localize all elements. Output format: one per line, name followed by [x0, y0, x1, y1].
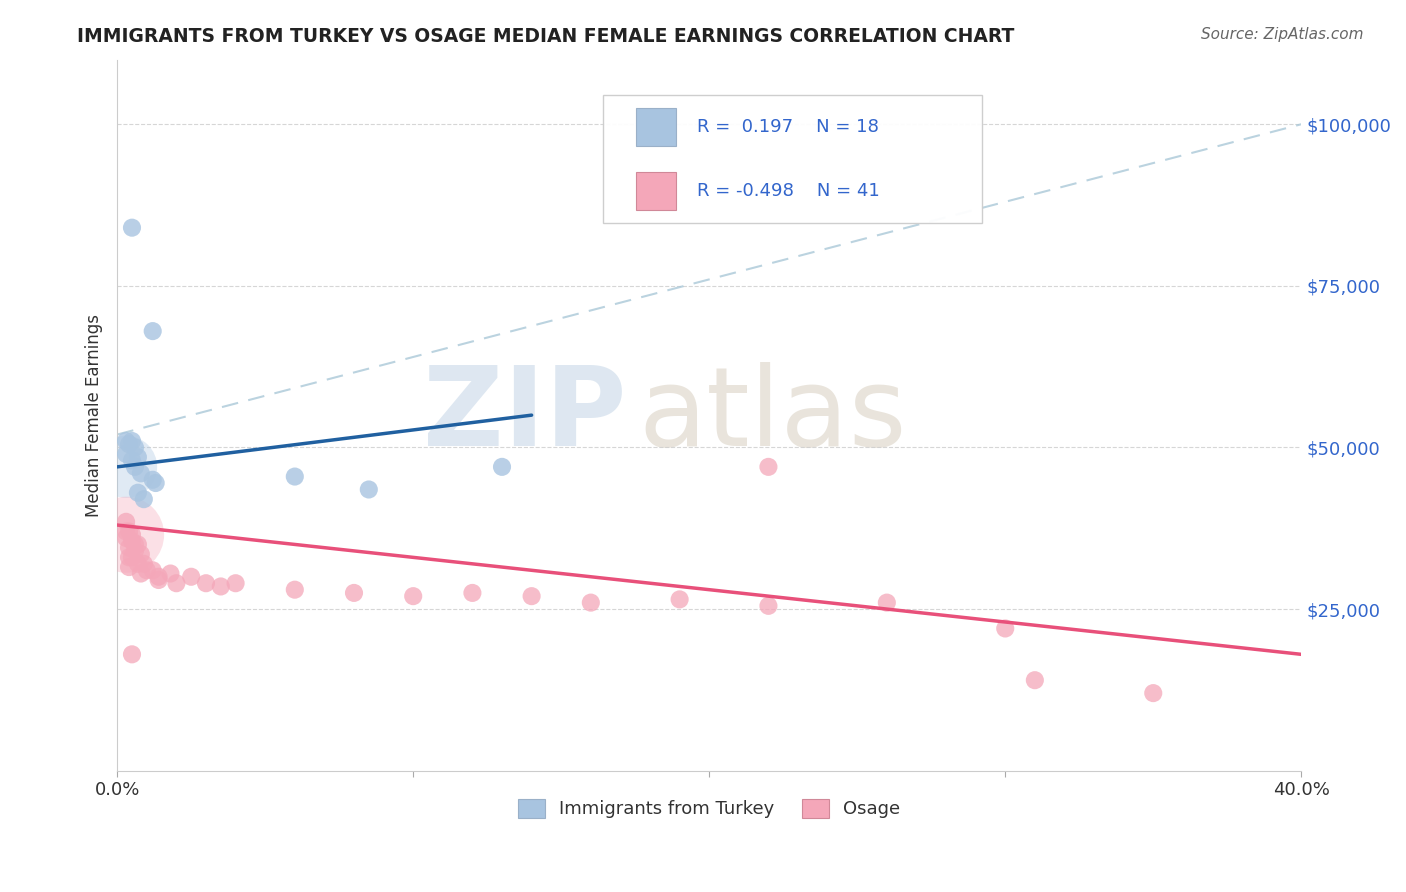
Point	[118, 560, 141, 574]
Point	[121, 453, 143, 467]
Point	[159, 566, 181, 581]
Point	[195, 576, 218, 591]
Point	[357, 483, 380, 497]
FancyBboxPatch shape	[636, 172, 676, 211]
Point	[127, 450, 149, 465]
Point	[118, 437, 141, 451]
Point	[118, 541, 141, 555]
Text: atlas: atlas	[638, 361, 907, 468]
Point	[115, 531, 138, 545]
Point	[994, 622, 1017, 636]
Text: R = -0.498    N = 41: R = -0.498 N = 41	[697, 182, 880, 200]
Text: R =  0.197    N = 18: R = 0.197 N = 18	[697, 118, 879, 136]
Point	[115, 515, 138, 529]
Point	[491, 459, 513, 474]
Point	[180, 570, 202, 584]
Legend: Immigrants from Turkey, Osage: Immigrants from Turkey, Osage	[510, 792, 908, 826]
Point	[148, 570, 170, 584]
Point	[668, 592, 690, 607]
Point	[121, 434, 143, 448]
Text: Source: ZipAtlas.com: Source: ZipAtlas.com	[1201, 27, 1364, 42]
Point	[127, 557, 149, 571]
Point	[121, 527, 143, 541]
Point	[145, 476, 167, 491]
Point	[115, 459, 138, 474]
Point	[142, 324, 165, 338]
Point	[284, 582, 307, 597]
Point	[115, 434, 138, 448]
Point	[127, 537, 149, 551]
Point	[135, 563, 157, 577]
Point	[115, 524, 138, 539]
Point	[129, 467, 152, 481]
Point	[132, 557, 155, 571]
Point	[115, 447, 138, 461]
Point	[115, 527, 138, 541]
FancyBboxPatch shape	[603, 95, 981, 223]
Point	[758, 599, 780, 613]
Point	[402, 589, 425, 603]
Point	[132, 492, 155, 507]
Point	[121, 648, 143, 662]
Y-axis label: Median Female Earnings: Median Female Earnings	[86, 314, 103, 516]
Point	[343, 586, 366, 600]
Point	[225, 576, 247, 591]
Point	[118, 550, 141, 565]
Point	[165, 576, 187, 591]
Text: ZIP: ZIP	[423, 361, 626, 468]
Point	[121, 550, 143, 565]
Point	[142, 563, 165, 577]
Point	[209, 579, 232, 593]
Point	[124, 441, 146, 455]
Point	[124, 544, 146, 558]
Point	[520, 589, 543, 603]
Point	[121, 220, 143, 235]
Point	[124, 537, 146, 551]
Point	[1024, 673, 1046, 688]
Text: IMMIGRANTS FROM TURKEY VS OSAGE MEDIAN FEMALE EARNINGS CORRELATION CHART: IMMIGRANTS FROM TURKEY VS OSAGE MEDIAN F…	[77, 27, 1015, 45]
Point	[284, 469, 307, 483]
Point	[118, 524, 141, 539]
Point	[127, 485, 149, 500]
Point	[1142, 686, 1164, 700]
Point	[124, 459, 146, 474]
Point	[579, 596, 602, 610]
Point	[142, 473, 165, 487]
Point	[876, 596, 898, 610]
Point	[461, 586, 484, 600]
Point	[121, 534, 143, 549]
FancyBboxPatch shape	[636, 108, 676, 146]
Point	[129, 566, 152, 581]
Point	[148, 573, 170, 587]
Point	[129, 547, 152, 561]
Point	[758, 459, 780, 474]
